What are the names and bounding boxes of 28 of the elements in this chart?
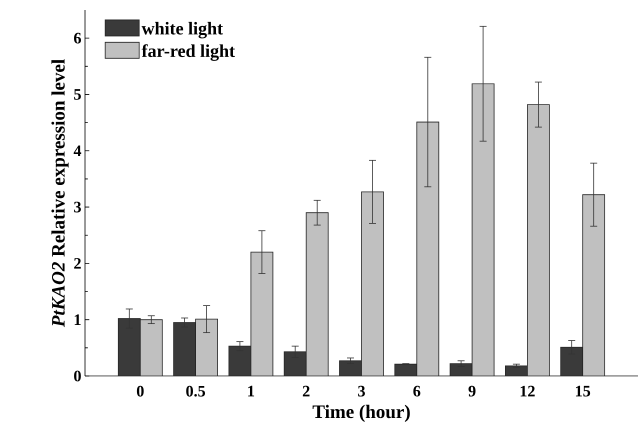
bar [339,360,362,376]
y-axis-title: PtKAO2 Relative expression level [51,59,69,328]
y-tick-label: 6 [74,32,81,44]
y-tick-label: 5 [74,89,81,100]
y-tick-label: 2 [74,258,81,269]
x-tick-label: 2 [302,386,310,396]
x-axis-title: Time (hour) [312,404,410,422]
bar [560,346,584,376]
bar [118,318,141,376]
legend-label: far-red light [142,44,235,61]
legend-label: white light [142,22,223,38]
x-tick-label: 6 [413,386,420,397]
bar [228,346,252,376]
x-tick-label: 3 [358,386,365,397]
x-tick-label: 1 [248,386,254,396]
y-tick-label: 0 [74,370,81,382]
x-tick-label: 0 [136,386,144,397]
bar [284,351,307,376]
bar [394,364,417,376]
bar [505,366,528,376]
x-tick-label: 9 [468,386,476,397]
x-tick-label: 0.5 [186,386,206,397]
y-tick-label: 3 [74,202,81,212]
y-tick-label: 4 [74,146,82,156]
bar [173,322,196,376]
y-tick-label: 1 [74,314,81,325]
x-tick-label: 12 [520,386,535,396]
x-tick-label: 15 [576,386,590,397]
